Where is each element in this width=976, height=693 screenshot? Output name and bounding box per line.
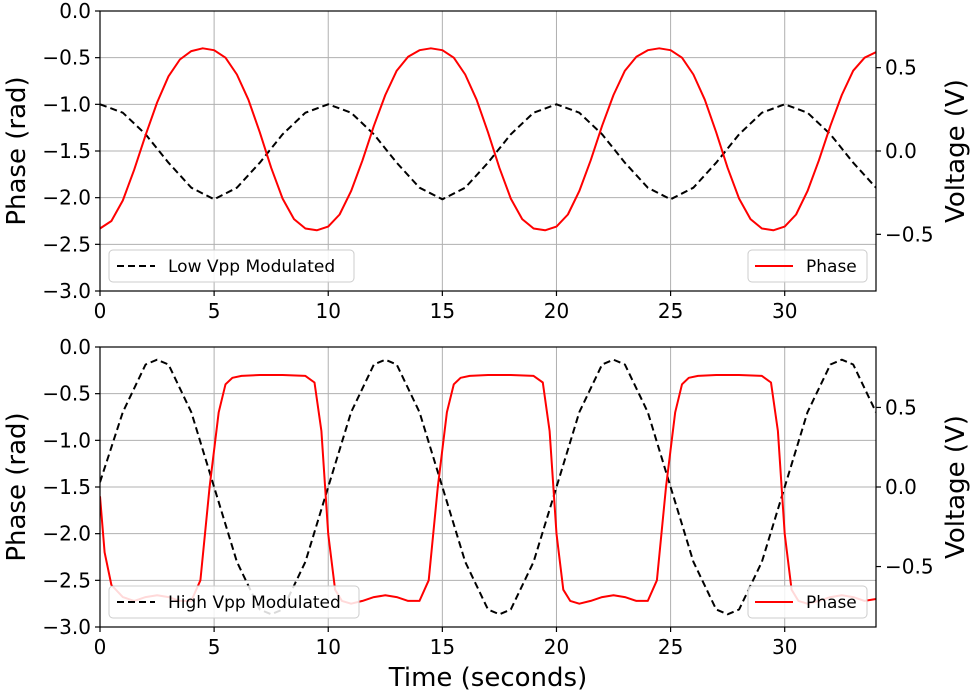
y-left-tick-label: −2.0 (42, 522, 91, 546)
x-tick-label: 30 (772, 635, 797, 659)
voltage-legend-label: High Vpp Modulated (168, 593, 341, 613)
y-right-axis-label: Voltage (V) (941, 79, 971, 223)
voltage-series-line (100, 103, 876, 201)
x-axis-label: Time (seconds) (388, 663, 587, 693)
phase-series-line (100, 374, 876, 605)
y-left-tick-label: −3.0 (42, 279, 91, 303)
x-tick-label: 20 (544, 299, 569, 323)
y-left-tick-label: 0.0 (59, 335, 91, 359)
x-tick-label: 5 (208, 299, 221, 323)
y-left-tick-label: −0.5 (42, 46, 91, 70)
x-tick-label: 25 (658, 635, 683, 659)
x-tick-label: 10 (316, 299, 341, 323)
y-left-tick-label: 0.0 (59, 0, 91, 23)
x-tick-label: 0 (94, 635, 107, 659)
y-left-tick-label: −2.5 (42, 232, 91, 256)
y-left-tick-label: −2.0 (42, 186, 91, 210)
y-left-tick-label: −0.5 (42, 382, 91, 406)
x-tick-label: 0 (94, 299, 107, 323)
phase-legend-box (747, 249, 868, 283)
voltage-legend-label: Low Vpp Modulated (168, 257, 335, 277)
voltage-legend-box (108, 249, 355, 283)
y-right-tick-label: 0.0 (885, 475, 917, 499)
x-tick-label: 25 (658, 299, 683, 323)
x-tick-label: 30 (772, 299, 797, 323)
y-left-tick-label: −1.0 (42, 428, 91, 452)
phase-legend-label: Phase (806, 593, 857, 613)
x-tick-label: 5 (208, 635, 221, 659)
phase-legend-box (747, 585, 868, 619)
phase-series-line (100, 47, 876, 232)
y-right-tick-label: −0.5 (885, 555, 934, 579)
y-left-axis-label: Phase (rad) (2, 412, 32, 561)
y-right-tick-label: 0.0 (885, 139, 917, 163)
y-left-tick-label: −1.5 (42, 475, 91, 499)
top-panel: 0 5 10 15 20 25 30 0.0 −0.5 −1.0 −1.5 −2.0 −2.5 −3.0 0… (2, 0, 971, 323)
x-tick-label: 20 (544, 635, 569, 659)
y-right-tick-label: 0.5 (885, 56, 917, 80)
bottom-panel: 0 5 10 15 20 25 30 0.0 −0.5 −1.0 −1.5 −2.0 −2.5 −3.0 0… (2, 335, 971, 659)
x-tick-label: 15 (430, 635, 455, 659)
voltage-legend-box (108, 585, 360, 619)
y-right-tick-label: −0.5 (885, 222, 934, 246)
x-tick-label: 15 (430, 299, 455, 323)
y-right-tick-label: 0.5 (885, 395, 917, 419)
x-tick-label: 10 (316, 635, 341, 659)
phase-legend-label: Phase (806, 257, 857, 277)
y-left-tick-label: −1.0 (42, 92, 91, 116)
y-right-axis-label: Voltage (V) (941, 415, 971, 559)
y-left-tick-label: −2.5 (42, 568, 91, 592)
y-left-tick-label: −3.0 (42, 615, 91, 639)
y-left-axis-label: Phase (rad) (2, 76, 32, 225)
y-left-tick-label: −1.5 (42, 139, 91, 163)
voltage-series-line (100, 358, 876, 616)
